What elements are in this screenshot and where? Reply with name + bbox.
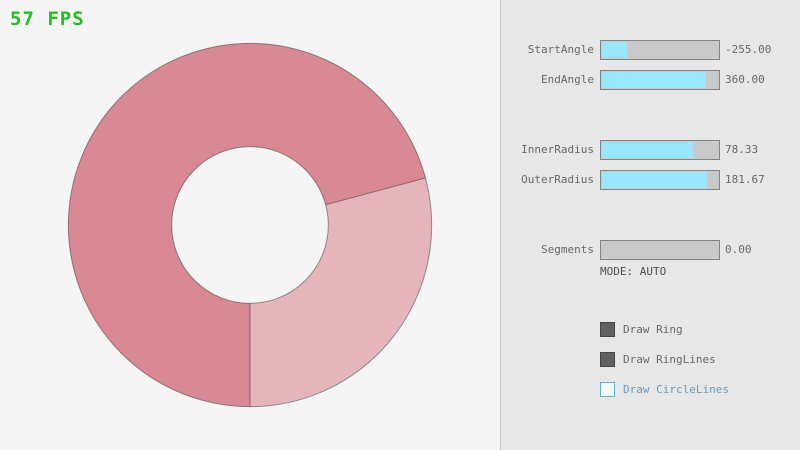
checkbox-draw-ring-label: Draw Ring — [623, 323, 683, 336]
slider-fill — [602, 42, 628, 58]
slider-row-outerradius: OuterRadius 181.67 — [501, 170, 800, 190]
mode-indicator: MODE: AUTO — [600, 265, 667, 278]
endangle-slider[interactable] — [600, 70, 720, 90]
slider-fill — [602, 172, 708, 188]
outerradius-slider[interactable] — [600, 170, 720, 190]
checkbox-row-draw-ringlines: Draw RingLines — [501, 352, 800, 367]
fps-counter: 57 FPS — [10, 8, 85, 30]
checkbox-draw-circlelines[interactable] — [600, 382, 615, 397]
checkbox-row-draw-circlelines: Draw CircleLines — [501, 382, 800, 397]
outerradius-value: 181.67 — [725, 173, 765, 186]
endangle-value: 360.00 — [725, 73, 765, 86]
endangle-label: EndAngle — [541, 73, 594, 86]
innerradius-label: InnerRadius — [521, 143, 594, 156]
checkbox-draw-circlelines-label: Draw CircleLines — [623, 383, 729, 396]
outerradius-label: OuterRadius — [521, 173, 594, 186]
ring-canvas — [67, 42, 433, 408]
slider-row-innerradius: InnerRadius 78.33 — [501, 140, 800, 160]
slider-row-startangle: StartAngle -255.00 — [501, 40, 800, 60]
checkbox-draw-ring[interactable] — [600, 322, 615, 337]
segments-value: 0.00 — [725, 243, 752, 256]
slider-fill — [602, 72, 707, 88]
startangle-label: StartAngle — [527, 43, 594, 56]
slider-fill — [602, 142, 693, 158]
startangle-slider[interactable] — [600, 40, 720, 60]
checkbox-draw-ringlines-label: Draw RingLines — [623, 353, 716, 366]
checkbox-row-draw-ring: Draw Ring — [501, 322, 800, 337]
checkbox-draw-ringlines[interactable] — [600, 352, 615, 367]
controls-panel: StartAngle -255.00 EndAngle 360.00 Inner… — [500, 0, 800, 450]
segments-label: Segments — [541, 243, 594, 256]
slider-row-segments: Segments 0.00 — [501, 240, 800, 260]
segments-slider[interactable] — [600, 240, 720, 260]
innerradius-slider[interactable] — [600, 140, 720, 160]
innerradius-value: 78.33 — [725, 143, 759, 156]
slider-row-endangle: EndAngle 360.00 — [501, 70, 800, 90]
startangle-value: -255.00 — [725, 43, 772, 56]
